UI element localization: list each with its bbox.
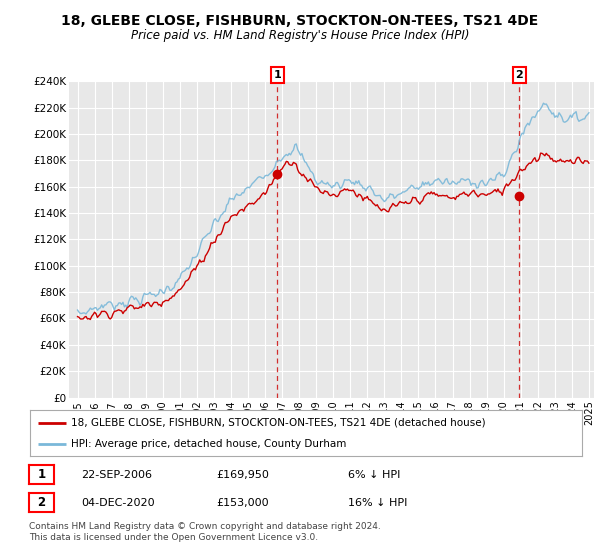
Text: 6% ↓ HPI: 6% ↓ HPI <box>348 470 400 480</box>
Text: 1: 1 <box>274 70 281 80</box>
Text: Contains HM Land Registry data © Crown copyright and database right 2024.: Contains HM Land Registry data © Crown c… <box>29 522 380 531</box>
Text: HPI: Average price, detached house, County Durham: HPI: Average price, detached house, Coun… <box>71 439 347 449</box>
Text: 22-SEP-2006: 22-SEP-2006 <box>81 470 152 480</box>
Text: £169,950: £169,950 <box>216 470 269 480</box>
Text: This data is licensed under the Open Government Licence v3.0.: This data is licensed under the Open Gov… <box>29 533 318 542</box>
Text: 16% ↓ HPI: 16% ↓ HPI <box>348 498 407 508</box>
Text: £153,000: £153,000 <box>216 498 269 508</box>
Text: 18, GLEBE CLOSE, FISHBURN, STOCKTON-ON-TEES, TS21 4DE: 18, GLEBE CLOSE, FISHBURN, STOCKTON-ON-T… <box>61 14 539 28</box>
Text: 04-DEC-2020: 04-DEC-2020 <box>81 498 155 508</box>
Text: 2: 2 <box>515 70 523 80</box>
Text: 2: 2 <box>37 496 46 510</box>
Text: Price paid vs. HM Land Registry's House Price Index (HPI): Price paid vs. HM Land Registry's House … <box>131 29 469 42</box>
Text: 1: 1 <box>37 468 46 482</box>
Text: 18, GLEBE CLOSE, FISHBURN, STOCKTON-ON-TEES, TS21 4DE (detached house): 18, GLEBE CLOSE, FISHBURN, STOCKTON-ON-T… <box>71 418 486 428</box>
